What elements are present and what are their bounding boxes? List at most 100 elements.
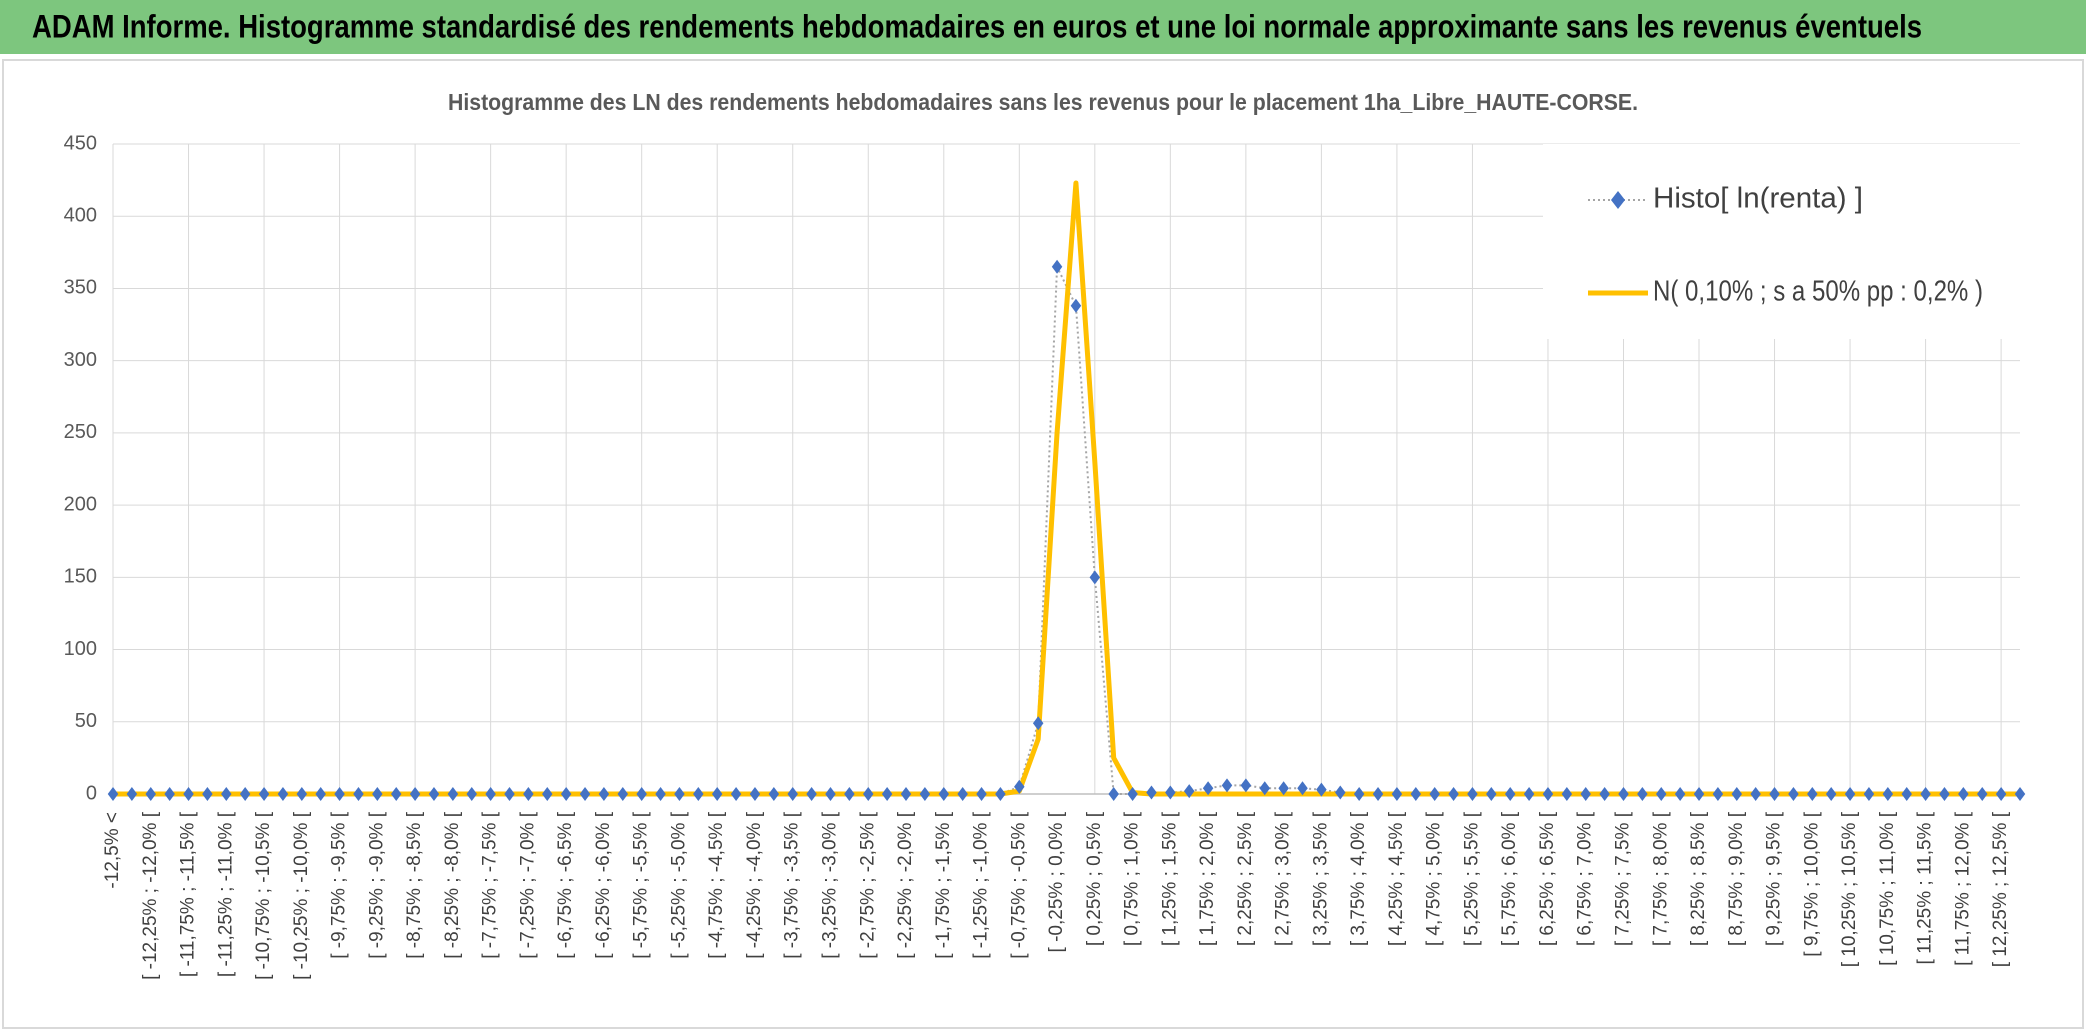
marker (1542, 787, 1554, 801)
marker (1863, 787, 1875, 801)
marker (183, 787, 194, 801)
marker (523, 787, 534, 801)
marker (938, 787, 950, 801)
x-tick-label: [ -3,75% ; -3,5% [ (782, 811, 803, 959)
marker (1618, 787, 1629, 801)
marker (1882, 787, 1894, 801)
y-tick-label: 100 (64, 638, 97, 660)
marker (1807, 787, 1818, 801)
marker (768, 787, 780, 801)
marker (447, 787, 459, 801)
marker (1014, 779, 1025, 794)
x-tick-label: [ -7,25% ; -7,0% [ (517, 811, 538, 959)
legend-label: Histo[ ln(renta) ] (1653, 183, 1863, 215)
x-tick-label: [ 9,25% ; 9,5% [ (1764, 811, 1785, 946)
marker (598, 787, 610, 801)
legend-label: N( 0,10% ; s a 50% pp : 0,2% ) (1653, 276, 1983, 308)
x-tick-label: -12,5% < (102, 812, 123, 889)
marker (1259, 781, 1271, 796)
marker (1127, 787, 1138, 801)
x-tick-label: [ 0,25% ; 0,5% [ (1084, 811, 1105, 946)
x-tick-label: [ -5,25% ; -5,0% [ (668, 811, 689, 959)
marker (315, 787, 326, 801)
x-tick-label: [ -0,25% ; 0,0% [ (1046, 811, 1067, 952)
marker (787, 787, 798, 801)
x-tick-label: [ 6,75% ; 7,0% [ (1575, 811, 1596, 946)
marker (1504, 787, 1516, 801)
chart-frame (2, 59, 2084, 1029)
x-tick-label: [ -7,75% ; -7,5% [ (480, 811, 501, 959)
marker (1674, 787, 1686, 801)
marker (277, 787, 289, 801)
marker (239, 787, 251, 801)
marker (1712, 787, 1724, 801)
x-tick-label: [ -6,75% ; -6,5% [ (555, 811, 576, 959)
y-tick-label: 0 (86, 782, 97, 804)
x-tick-label: [ 9,75% ; 10,0% [ (1801, 811, 1822, 956)
marker (957, 787, 968, 801)
marker (164, 787, 175, 801)
x-tick-label: [ -5,75% ; -5,5% [ (631, 811, 652, 959)
marker (107, 787, 119, 801)
x-tick-label: [ 5,75% ; 6,0% [ (1499, 811, 1520, 946)
marker (995, 787, 1006, 801)
marker (296, 787, 308, 801)
marker (976, 787, 987, 801)
x-tick-label: [ 3,25% ; 3,5% [ (1310, 811, 1331, 946)
marker (1825, 787, 1837, 801)
marker (749, 787, 761, 801)
x-tick-label: [ -9,25% ; -9,0% [ (366, 811, 387, 959)
marker (919, 787, 931, 801)
marker (1335, 785, 1346, 800)
marker (1656, 787, 1667, 801)
marker (693, 787, 704, 801)
marker (1070, 298, 1082, 313)
x-tick-label: [ 1,75% ; 2,0% [ (1197, 811, 1218, 946)
legend-box (1543, 144, 2023, 339)
x-tick-label: [ -11,25% ; -11,0% [ (215, 811, 236, 977)
marker (730, 787, 742, 801)
x-tick-label: [ -10,25% ; -10,0% [ (291, 811, 312, 980)
y-tick-label: 300 (64, 349, 97, 371)
x-tick-label: [ -4,75% ; -4,5% [ (706, 811, 727, 959)
x-tick-label: [ 4,75% ; 5,0% [ (1424, 811, 1445, 946)
marker (1108, 787, 1119, 801)
marker (258, 787, 270, 801)
marker (1429, 787, 1440, 801)
marker (1391, 787, 1403, 801)
marker (221, 787, 232, 801)
y-tick-label: 150 (64, 566, 97, 588)
marker (1240, 778, 1252, 793)
y-tick-label: 250 (64, 421, 97, 443)
marker (504, 787, 515, 801)
marker (579, 787, 591, 801)
marker (485, 787, 496, 801)
x-tick-label: [ 2,25% ; 2,5% [ (1235, 811, 1256, 946)
marker (2014, 787, 2026, 801)
marker (1580, 787, 1591, 801)
marker (1410, 787, 1422, 801)
marker (1183, 784, 1195, 799)
marker (1146, 785, 1157, 800)
marker (1769, 787, 1780, 801)
marker (1353, 787, 1365, 801)
marker (542, 787, 553, 801)
x-tick-label: [ 4,25% ; 4,5% [ (1386, 811, 1407, 946)
x-tick-label: [ -0,75% ; -0,5% [ (1008, 811, 1029, 959)
marker (126, 787, 138, 801)
marker (1693, 787, 1705, 801)
marker (1599, 787, 1610, 801)
x-tick-label: [ 12,25% ; 12,5% [ (1990, 811, 2011, 967)
x-tick-label: [ 7,75% ; 8,0% [ (1650, 811, 1671, 946)
marker (900, 787, 912, 801)
marker (655, 787, 666, 801)
marker (1221, 778, 1233, 793)
marker (353, 787, 364, 801)
x-tick-label: [ -8,25% ; -8,0% [ (442, 811, 463, 959)
y-tick-label: 350 (64, 277, 97, 299)
x-tick-label: [ -6,25% ; -6,0% [ (593, 811, 614, 959)
marker (1958, 787, 1969, 801)
marker (1939, 787, 1950, 801)
x-tick-label: [ -2,25% ; -2,0% [ (895, 811, 916, 959)
x-tick-label: [ 11,25% ; 11,5% [ (1915, 811, 1936, 964)
